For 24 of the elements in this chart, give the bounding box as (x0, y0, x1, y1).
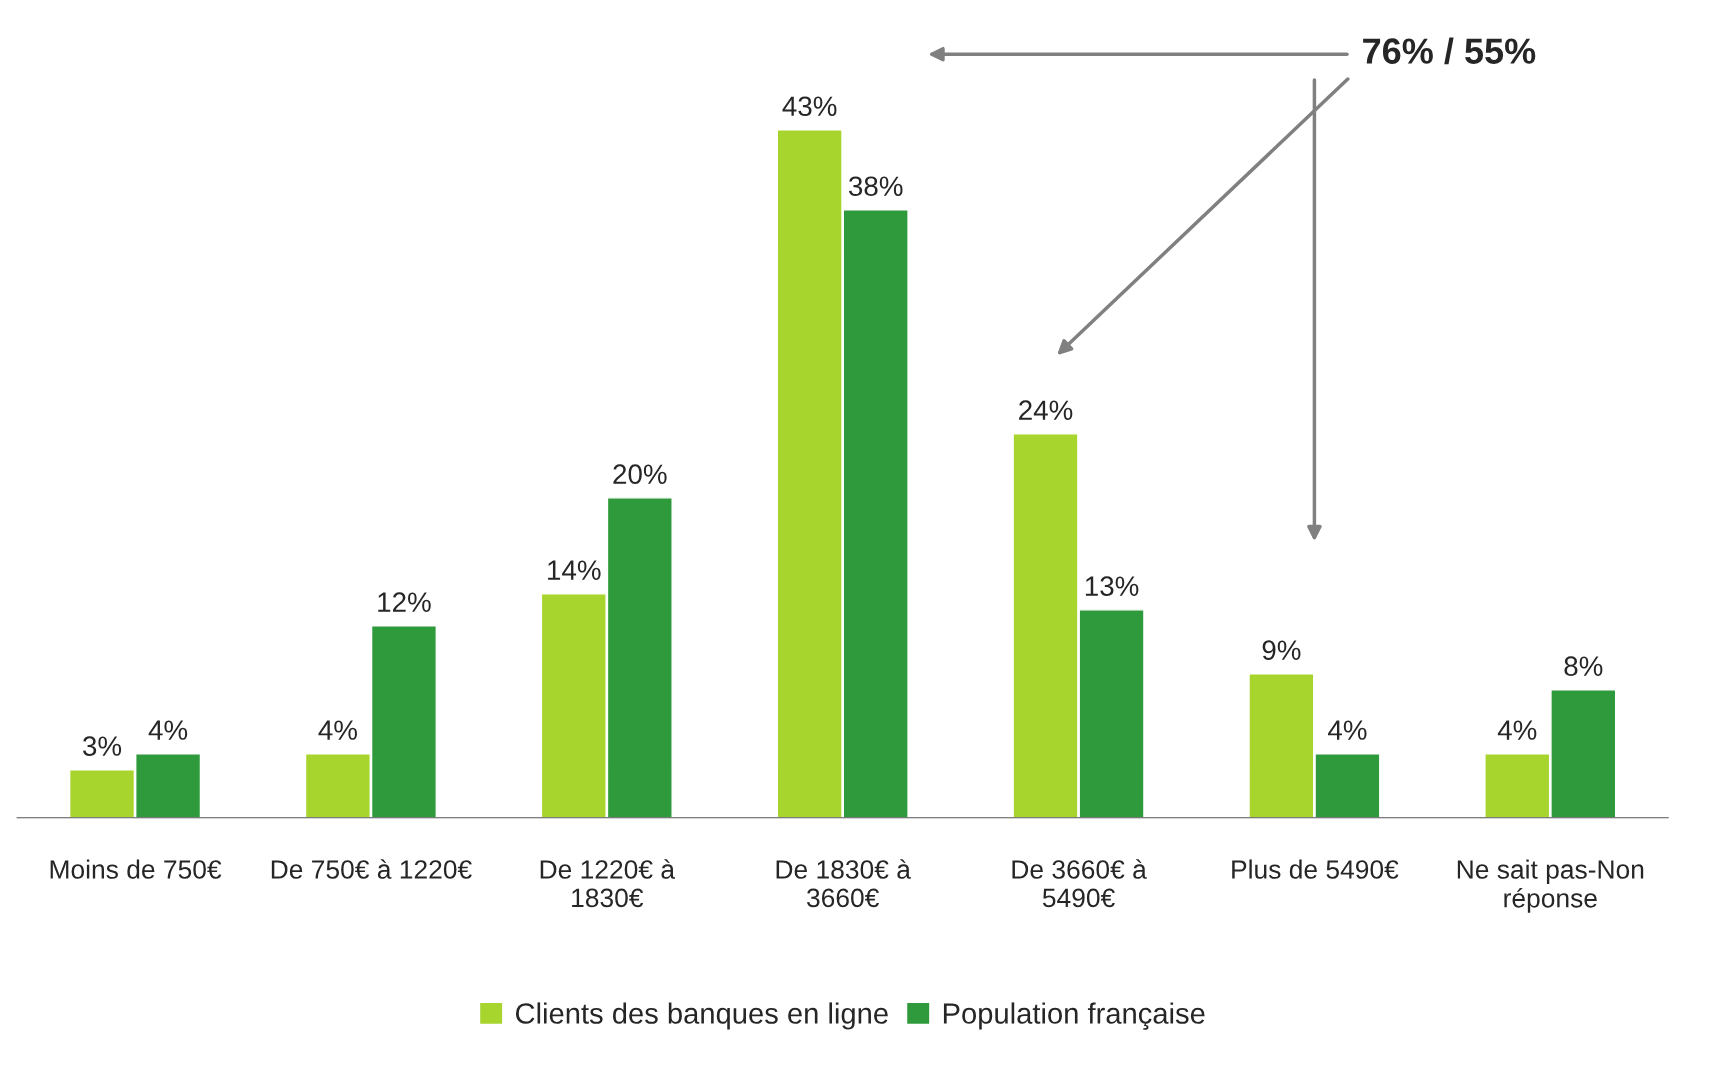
x-tick-label: De 1220€ à 1830€ (540, 859, 676, 908)
data-label: 4% (1497, 720, 1537, 740)
data-label: 4% (318, 720, 357, 740)
legend-label: Population française (943, 1002, 1205, 1030)
data-label: 8% (1564, 656, 1603, 676)
data-label: 14% (548, 560, 601, 580)
data-label: 9% (1262, 640, 1301, 660)
x-tick-label: De 750€ à 1220€ (271, 859, 472, 879)
x-tick-label: De 3660€ à 5490€ (1012, 859, 1147, 908)
data-label: 3% (83, 736, 122, 756)
data-label: 12% (378, 592, 431, 612)
x-tick-label: Plus de 5490€ (1232, 859, 1399, 879)
data-label: 20% (613, 464, 667, 485)
x-tick-label: Moins de 750€ (50, 859, 222, 879)
text: 76% / 55% (1363, 37, 1536, 65)
data-label: 13% (1085, 576, 1139, 596)
data-label: 43% (782, 96, 837, 117)
x-tick-label: De 1830€ à 3660€ (776, 859, 911, 908)
data-label: 24% (1019, 400, 1073, 420)
data-label: 38% (848, 176, 903, 197)
legend-label: Clients des banques en ligne (515, 1002, 888, 1030)
x-tick-label: Ne sait pas-Non réponse (1457, 859, 1644, 913)
data-label: 4% (1328, 720, 1367, 740)
data-label: 4% (148, 720, 188, 740)
